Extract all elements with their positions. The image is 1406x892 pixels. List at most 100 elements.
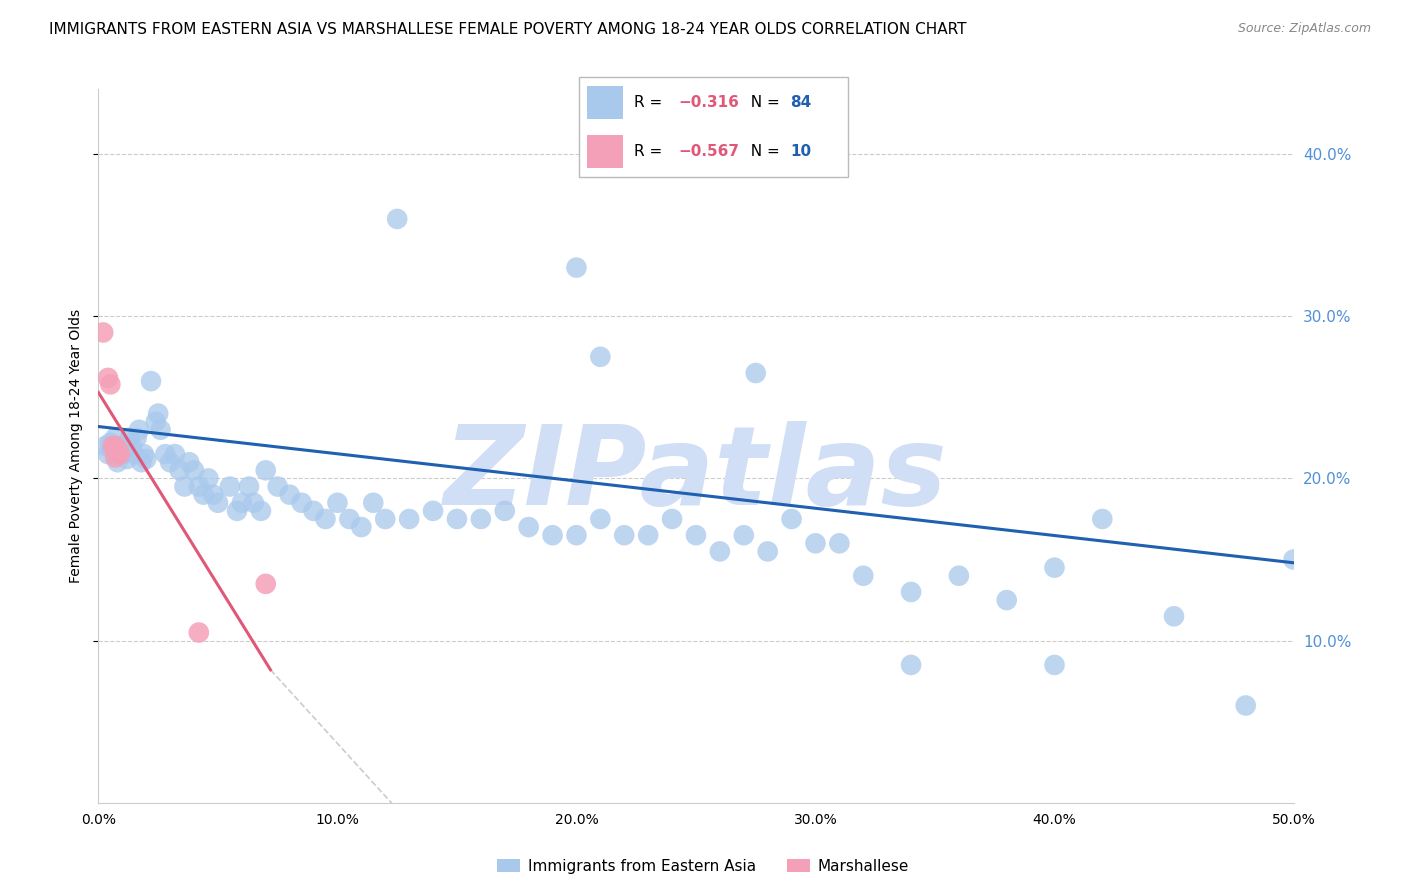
Point — [226, 504, 249, 518]
Point — [374, 512, 396, 526]
Point — [1043, 657, 1066, 672]
Point — [494, 504, 516, 518]
Point — [350, 520, 373, 534]
Point — [1043, 560, 1066, 574]
Point — [98, 435, 122, 450]
Point — [124, 447, 146, 461]
Point — [173, 479, 195, 493]
Point — [139, 374, 162, 388]
Point — [315, 512, 337, 526]
Point — [780, 512, 803, 526]
Point — [363, 496, 385, 510]
Point — [135, 452, 157, 467]
Point — [125, 431, 148, 445]
Point — [187, 479, 209, 493]
Point — [219, 479, 242, 493]
Point — [745, 366, 768, 380]
Point — [145, 415, 167, 429]
Text: Source: ZipAtlas.com: Source: ZipAtlas.com — [1237, 22, 1371, 36]
Point — [900, 585, 922, 599]
Text: IMMIGRANTS FROM EASTERN ASIA VS MARSHALLESE FEMALE POVERTY AMONG 18-24 YEAR OLDS: IMMIGRANTS FROM EASTERN ASIA VS MARSHALL… — [49, 22, 967, 37]
Point — [121, 439, 143, 453]
Point — [104, 439, 127, 453]
Point — [115, 452, 138, 467]
Point — [709, 544, 731, 558]
Point — [250, 504, 273, 518]
Point — [108, 439, 131, 453]
Point — [804, 536, 827, 550]
Point — [169, 463, 191, 477]
Point — [163, 447, 186, 461]
Point — [243, 496, 266, 510]
Point — [202, 488, 225, 502]
Point — [179, 455, 201, 469]
Point — [118, 431, 141, 445]
Point — [565, 528, 588, 542]
Point — [149, 423, 172, 437]
Legend: Immigrants from Eastern Asia, Marshallese: Immigrants from Eastern Asia, Marshalles… — [491, 853, 915, 880]
Point — [385, 211, 409, 226]
Point — [97, 447, 120, 461]
Point — [278, 488, 301, 502]
Point — [101, 439, 124, 453]
Point — [231, 496, 253, 510]
Point — [131, 455, 153, 469]
Point — [238, 479, 260, 493]
Point — [111, 447, 134, 461]
Point — [254, 463, 277, 477]
FancyBboxPatch shape — [579, 77, 848, 178]
Text: 10: 10 — [790, 145, 811, 160]
Text: N =: N = — [741, 95, 785, 110]
Point — [541, 528, 564, 542]
Point — [1091, 512, 1114, 526]
Point — [589, 512, 612, 526]
Point — [197, 471, 219, 485]
Point — [291, 496, 314, 510]
Text: ZIPatlas: ZIPatlas — [444, 421, 948, 528]
Point — [1163, 609, 1185, 624]
Text: N =: N = — [741, 145, 785, 160]
Point — [685, 528, 707, 542]
Point — [97, 371, 120, 385]
Point — [104, 431, 127, 445]
Point — [132, 447, 155, 461]
Point — [107, 455, 129, 469]
Text: 84: 84 — [790, 95, 811, 110]
Point — [733, 528, 755, 542]
Y-axis label: Female Poverty Among 18-24 Year Olds: Female Poverty Among 18-24 Year Olds — [69, 309, 83, 583]
Point — [101, 442, 124, 457]
Point — [613, 528, 636, 542]
FancyBboxPatch shape — [588, 136, 623, 168]
Point — [422, 504, 444, 518]
Text: −0.567: −0.567 — [678, 145, 740, 160]
FancyBboxPatch shape — [588, 87, 623, 119]
Point — [159, 455, 181, 469]
Point — [565, 260, 588, 275]
Point — [1282, 552, 1305, 566]
Point — [517, 520, 540, 534]
Point — [1234, 698, 1257, 713]
Point — [148, 407, 170, 421]
Text: R =: R = — [634, 95, 668, 110]
Point — [267, 479, 290, 493]
Point — [193, 488, 215, 502]
Point — [326, 496, 349, 510]
Point — [187, 625, 209, 640]
Point — [104, 450, 127, 465]
Point — [94, 439, 117, 453]
Point — [661, 512, 683, 526]
Point — [637, 528, 659, 542]
Point — [995, 593, 1018, 607]
Point — [852, 568, 875, 582]
Point — [828, 536, 851, 550]
Point — [589, 350, 612, 364]
Point — [108, 447, 131, 461]
Point — [470, 512, 492, 526]
Text: R =: R = — [634, 145, 668, 160]
Point — [183, 463, 205, 477]
Point — [207, 496, 229, 510]
Point — [446, 512, 468, 526]
Point — [114, 442, 136, 457]
Point — [302, 504, 325, 518]
Text: −0.316: −0.316 — [678, 95, 738, 110]
